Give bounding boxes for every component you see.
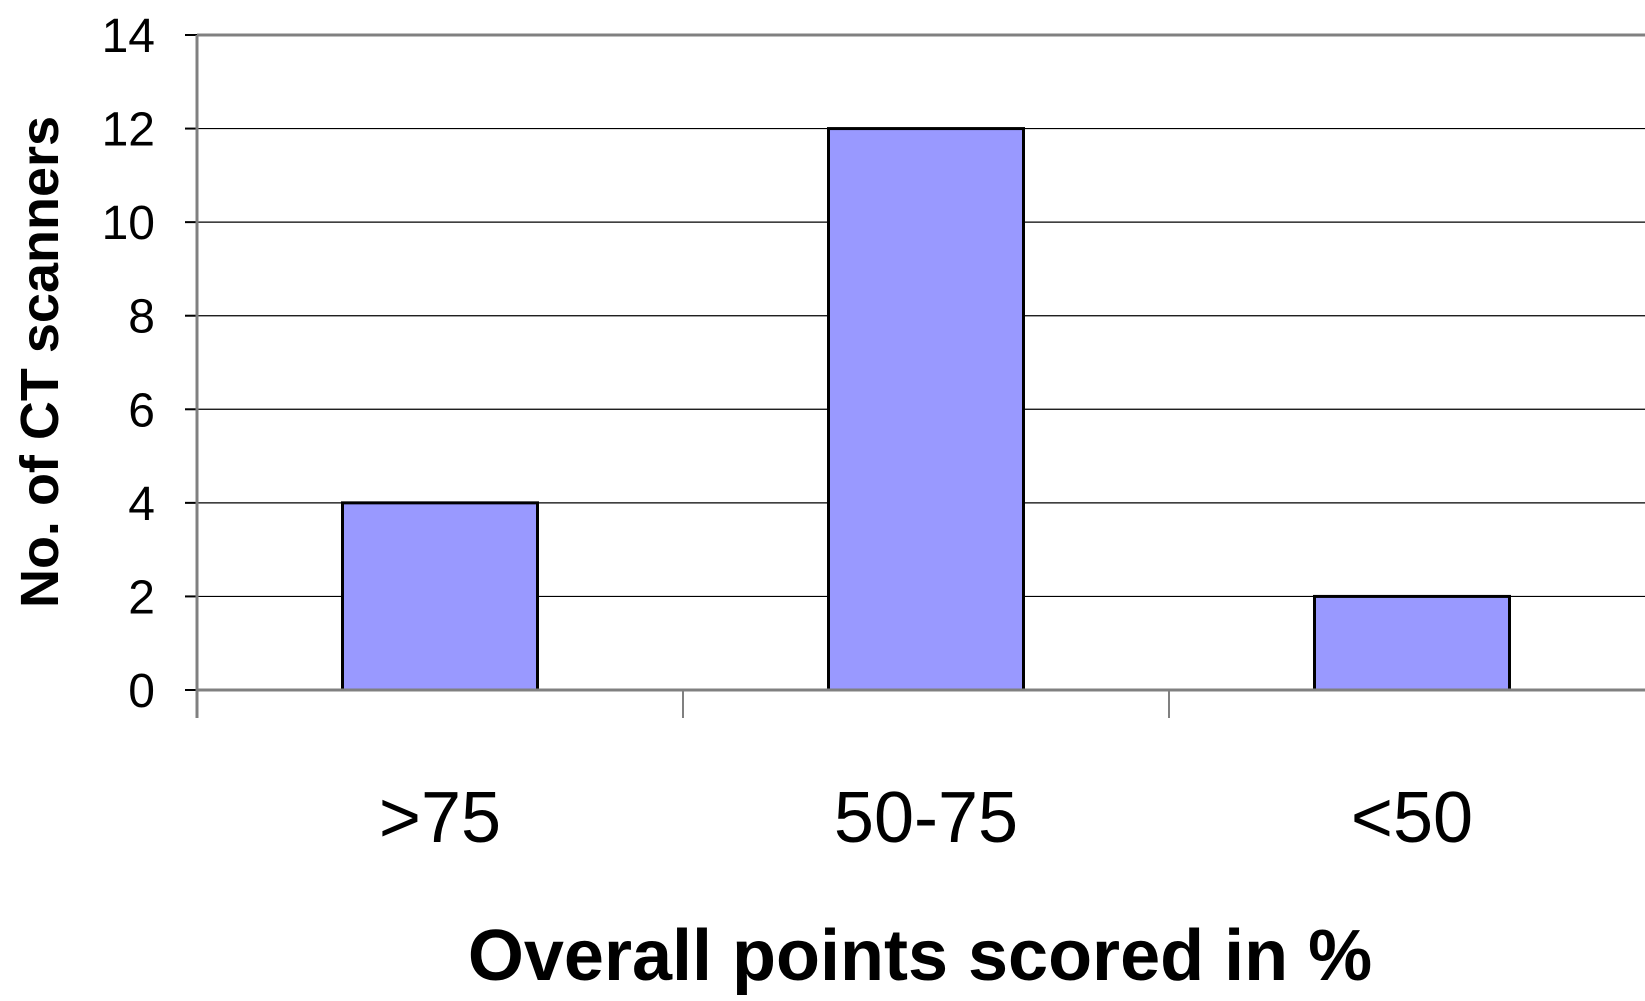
y-tick-labels: 0 2 4 6 8 10 12 14 [102, 10, 155, 718]
y-tick-label: 14 [102, 10, 155, 63]
y-axis-title: No. of CT scanners [10, 116, 70, 608]
x-tick-labels: >75 50-75 <50 [379, 778, 1473, 858]
y-tick-label: 12 [102, 104, 155, 157]
bar-0 [341, 501, 539, 692]
y-tick-label: 8 [128, 291, 155, 344]
y-tick-label: 10 [102, 197, 155, 250]
bar-2 [1313, 594, 1511, 692]
x-tick-label: 50-75 [834, 778, 1018, 858]
y-tick-label: 0 [128, 665, 155, 718]
bar-1 [827, 127, 1025, 692]
y-tick-label: 4 [128, 478, 155, 531]
x-axis-title: Overall points scored in % [468, 916, 1372, 996]
axes [185, 33, 1645, 718]
x-tick-label: >75 [379, 778, 501, 858]
y-tick-label: 2 [128, 571, 155, 624]
x-tick-label: <50 [1351, 778, 1473, 858]
y-tick-label: 6 [128, 384, 155, 437]
